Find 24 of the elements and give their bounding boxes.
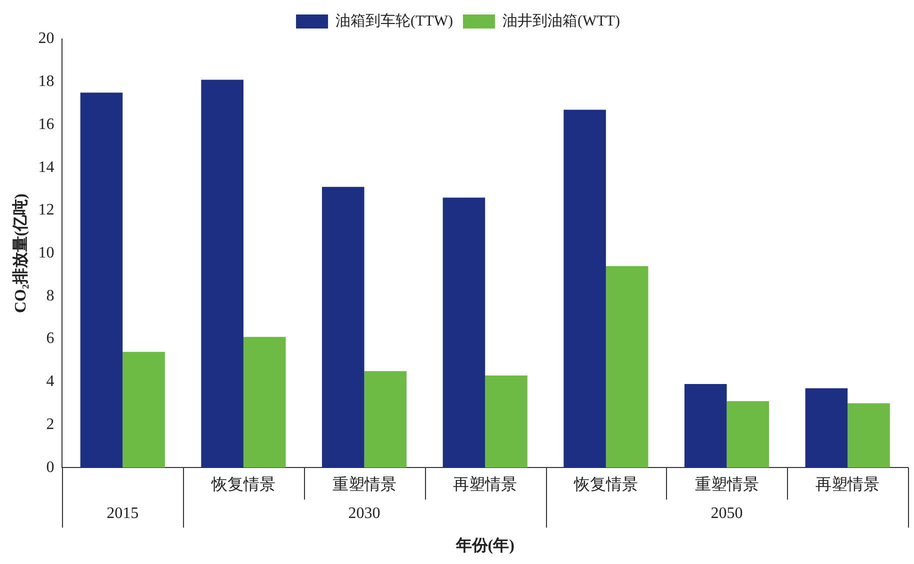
y-tick-label: 12	[38, 202, 54, 219]
y-axis-title: CO₂排放量(亿吨)	[12, 194, 30, 314]
text: 2050	[710, 504, 743, 522]
x-tick-label: 恢复情景	[572, 475, 638, 494]
text: 2015	[106, 504, 139, 522]
x-axis-title: 年份(年)	[454, 536, 514, 555]
y-tick-label: 20	[38, 30, 54, 48]
x-tick-label: 重塑情景	[332, 475, 396, 494]
y-tick-label: 4	[46, 373, 54, 390]
y-tick-label: 6	[46, 330, 54, 348]
legend-label: 油箱到车轮(TTW)	[336, 12, 454, 30]
x-tick-label: 恢复情景	[210, 475, 276, 494]
y-tick-label: 10	[38, 244, 54, 262]
legend-label: 油井到油箱(WTT)	[502, 12, 620, 30]
y-tick-label: 0	[46, 458, 54, 476]
y-tick-label: 2	[46, 416, 54, 433]
x-tick-label: 再塑情景	[816, 475, 880, 494]
y-tick-label: 16	[38, 116, 54, 133]
y-tick-label: 8	[46, 287, 54, 304]
y-tick-label: 18	[38, 73, 54, 90]
y-tick-label: 14	[38, 158, 54, 176]
text: 2030	[348, 504, 380, 522]
x-tick-label: 再塑情景	[453, 475, 518, 494]
x-tick-label: 重塑情景	[694, 475, 759, 494]
